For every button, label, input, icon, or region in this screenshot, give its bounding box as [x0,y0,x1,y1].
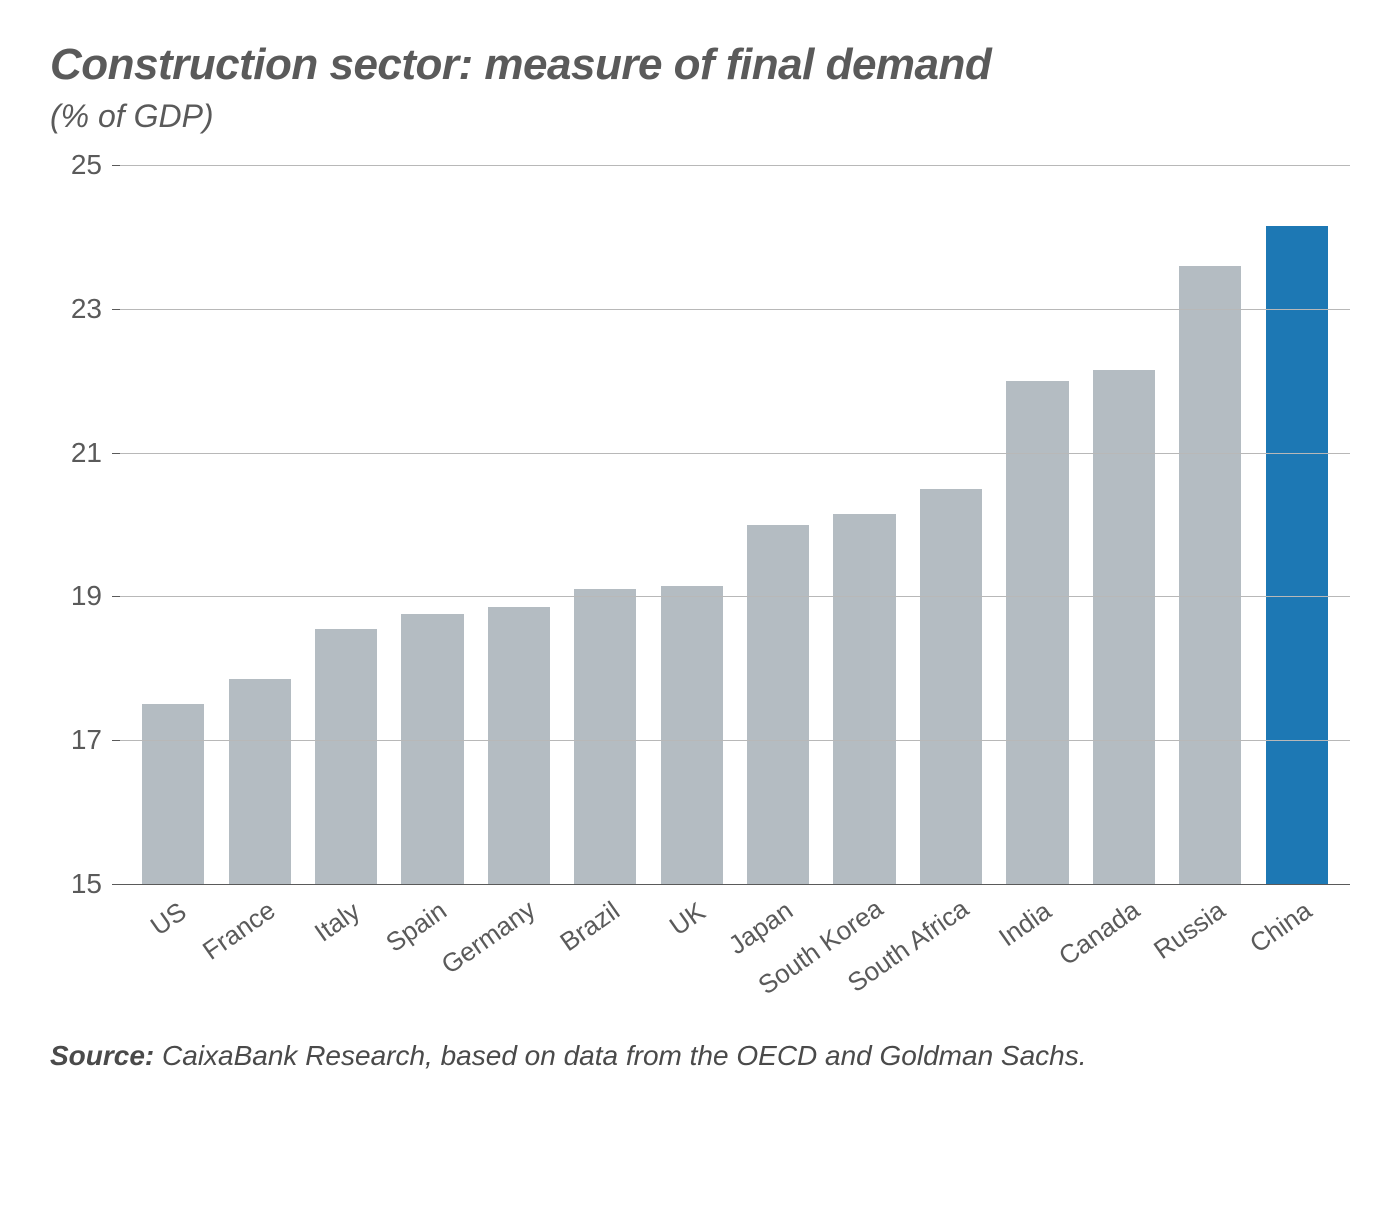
x-label-slot: Russia [1167,885,1253,1015]
bar-slot [649,165,735,884]
bar [401,614,463,884]
y-tick-mark [112,740,120,741]
y-tick-mark [112,596,120,597]
gridline [120,453,1350,454]
x-tick-label: Italy [309,896,366,949]
bar [661,586,723,884]
bar [833,514,895,884]
bar-slot [1167,165,1253,884]
x-axis-labels: USFranceItalySpainGermanyBrazilUKJapanSo… [120,885,1350,1015]
bar [1006,381,1068,884]
bar [315,629,377,884]
y-tick-label: 19 [71,580,102,612]
bar [229,679,291,884]
x-tick-label: India [994,895,1058,953]
bar-slot [994,165,1080,884]
bars-container [120,165,1350,884]
bar [1179,266,1241,884]
plot-area: 151719212325 [120,165,1350,885]
chart-subtitle: (% of GDP) [50,98,1350,135]
y-tick-label: 15 [71,868,102,900]
bar-slot [476,165,562,884]
bar-chart: 151719212325 US FranceItaly Spain GermanyBr… [60,165,1350,1015]
bar [574,589,636,884]
gridline [120,309,1350,310]
x-label-slot: Brazil [562,885,648,1015]
x-label-slot: Germany [476,885,562,1015]
y-tick-mark [112,165,120,166]
source-label: Source: [50,1040,154,1071]
x-tick-label: UK [664,896,711,942]
x-label-slot: France [216,885,302,1015]
x-tick-label: Brazil [555,895,626,958]
source-text: CaixaBank Research, based on data from t… [154,1040,1086,1071]
source-line: Source: CaixaBank Research, based on dat… [50,1040,1350,1072]
bar-slot [735,165,821,884]
y-tick-mark [112,453,120,454]
y-tick-mark [112,884,120,885]
x-label-slot: South Africa [908,885,994,1015]
x-tick-label: Spain [381,895,453,959]
bar-slot [562,165,648,884]
y-tick-mark [112,309,120,310]
gridline [120,596,1350,597]
bar-slot [908,165,994,884]
bar-slot [821,165,907,884]
gridline [120,740,1350,741]
bar [1093,370,1155,884]
y-tick-label: 17 [71,724,102,756]
x-label-slot: China [1253,885,1339,1015]
x-tick-label: China [1244,895,1317,959]
bar [142,704,204,884]
x-label-slot: Italy [303,885,389,1015]
bar [747,525,809,885]
bar-slot [1253,165,1339,884]
bar [1266,226,1328,884]
y-tick-label: 21 [71,437,102,469]
bar [920,489,982,884]
x-label-slot: UK [649,885,735,1015]
bar-slot [216,165,302,884]
bar-slot [389,165,475,884]
bar [488,607,550,884]
bar-slot [1081,165,1167,884]
gridline [120,165,1350,166]
y-tick-label: 23 [71,293,102,325]
y-tick-label: 25 [71,149,102,181]
x-tick-label: US [145,896,192,942]
bar-slot [303,165,389,884]
chart-title: Construction sector: measure of final de… [50,40,1350,90]
bar-slot [130,165,216,884]
